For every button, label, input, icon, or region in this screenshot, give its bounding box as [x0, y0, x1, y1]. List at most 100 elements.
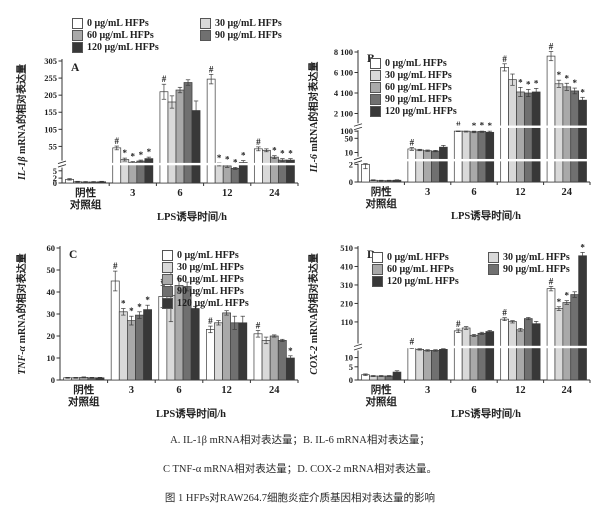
- svg-text:2: 2: [349, 159, 353, 169]
- svg-text:*: *: [480, 120, 485, 130]
- svg-text:*: *: [288, 149, 293, 159]
- svg-text:#: #: [256, 137, 261, 147]
- svg-text:8 100: 8 100: [334, 47, 353, 57]
- svg-text:310: 310: [340, 280, 353, 290]
- svg-text:*: *: [572, 78, 577, 88]
- svg-text:LPS诱导时间/h: LPS诱导时间/h: [156, 407, 226, 420]
- svg-text:0: 0: [349, 375, 353, 385]
- legend-item: 0 μg/mL HFPs: [162, 250, 249, 261]
- legend-swatch: [162, 298, 173, 309]
- svg-text:#: #: [549, 42, 554, 51]
- legend-item: 90 μg/mL HFPs: [488, 264, 570, 275]
- legend-item: 0 μg/mL HFPs: [372, 252, 478, 263]
- svg-text:#: #: [162, 74, 167, 84]
- svg-text:55: 55: [49, 141, 58, 151]
- legend-label: 30 μg/mL HFPs: [177, 262, 244, 273]
- svg-text:LPS诱导时间/h: LPS诱导时间/h: [451, 407, 521, 420]
- legend-swatch: [370, 58, 381, 69]
- legend-item: 60 μg/mL HFPs: [372, 264, 478, 275]
- svg-text:155: 155: [44, 107, 57, 117]
- svg-text:6 100: 6 100: [334, 67, 353, 77]
- chart-panel-a: 0 μg/mL HFPs 30 μg/mL HFPs 60 μg/mL HFPs 90…: [14, 8, 306, 223]
- svg-text:4 100: 4 100: [334, 88, 353, 98]
- legend-label: 90 μg/mL HFPs: [385, 94, 452, 105]
- svg-text:对照组: 对照组: [365, 395, 397, 408]
- svg-text:对照组: 对照组: [365, 197, 397, 210]
- svg-text:LPS诱导时间/h: LPS诱导时间/h: [157, 210, 227, 223]
- svg-text:20: 20: [47, 331, 56, 341]
- legend-label: 30 μg/mL HFPs: [503, 252, 570, 263]
- svg-text:#: #: [209, 64, 214, 74]
- svg-text:0: 0: [53, 178, 57, 188]
- legend-label: 120 μg/mL HFPs: [177, 298, 249, 309]
- svg-text:*: *: [565, 73, 570, 83]
- svg-text:60: 60: [47, 243, 56, 253]
- svg-text:COX-2 mRNA的相对表达量: COX-2 mRNA的相对表达量: [307, 253, 320, 374]
- legend-label: 30 μg/mL HFPs: [215, 18, 282, 29]
- bar-chart-cox2: 0510110210310410510####***D阴性对照组361224LP…: [307, 242, 591, 420]
- svg-text:IL-1β mRNA的相对表达量: IL-1β mRNA的相对表达量: [15, 64, 28, 181]
- legend-swatch: [162, 250, 173, 261]
- svg-text:10: 10: [345, 147, 354, 157]
- legend-item: 120 μg/mL HFPs: [72, 42, 190, 53]
- svg-text:*: *: [217, 153, 222, 163]
- legend-swatch: [162, 262, 173, 273]
- legend-item: 30 μg/mL HFPs: [370, 70, 457, 81]
- legend-swatch: [488, 264, 499, 275]
- svg-text:*: *: [131, 152, 136, 162]
- legend-c: 0 μg/mL HFPs 30 μg/mL HFPs 60 μg/mL HFPs 90…: [162, 250, 249, 309]
- svg-text:10: 10: [47, 353, 56, 363]
- legend-item: 30 μg/mL HFPs: [488, 252, 570, 263]
- svg-text:12: 12: [222, 188, 233, 199]
- svg-text:5: 5: [349, 362, 353, 372]
- legend-label: 0 μg/mL HFPs: [387, 252, 449, 263]
- svg-text:6: 6: [177, 188, 182, 199]
- svg-text:TNF-α mRNA的相对表达量: TNF-α mRNA的相对表达量: [15, 253, 28, 374]
- legend-label: 60 μg/mL HFPs: [385, 82, 452, 93]
- svg-text:12: 12: [221, 385, 232, 396]
- svg-text:40: 40: [47, 287, 56, 297]
- svg-text:#: #: [410, 337, 415, 347]
- svg-text:C: C: [69, 249, 77, 261]
- legend-swatch: [488, 252, 499, 263]
- legend-b: 0 μg/mL HFPs 30 μg/mL HFPs 60 μg/mL HFPs 90…: [370, 58, 457, 117]
- svg-text:6: 6: [471, 385, 476, 396]
- svg-text:#: #: [549, 276, 554, 286]
- legend-swatch: [370, 82, 381, 93]
- svg-text:510: 510: [340, 243, 353, 253]
- caption-line-2: C TNF-α mRNA相对表达量；D. COX-2 mRNA相对表达量。: [163, 464, 437, 475]
- svg-text:*: *: [139, 150, 144, 160]
- legend-swatch: [200, 30, 211, 41]
- legend-item: 120 μg/mL HFPs: [162, 298, 249, 309]
- svg-text:24: 24: [269, 188, 280, 199]
- svg-text:阴性: 阴性: [371, 185, 392, 198]
- svg-text:410: 410: [340, 261, 353, 271]
- legend-label: 0 μg/mL HFPs: [385, 58, 447, 69]
- legend-item: 120 μg/mL HFPs: [370, 106, 457, 117]
- svg-text:24: 24: [562, 187, 573, 198]
- svg-text:*: *: [557, 70, 562, 80]
- svg-text:*: *: [580, 87, 585, 97]
- legend-label: 120 μg/mL HFPs: [87, 42, 159, 53]
- svg-text:阴性: 阴性: [371, 383, 392, 396]
- legend-swatch: [72, 42, 83, 53]
- svg-text:12: 12: [515, 385, 526, 396]
- legend-swatch: [370, 94, 381, 105]
- legend-swatch: [370, 70, 381, 81]
- svg-text:10: 10: [345, 353, 354, 363]
- svg-text:*: *: [288, 346, 293, 356]
- svg-text:*: *: [557, 297, 562, 307]
- svg-text:*: *: [123, 148, 128, 158]
- svg-text:A: A: [71, 62, 80, 74]
- svg-text:0: 0: [51, 375, 55, 385]
- caption-line-1: A. IL-1β mRNA相对表达量；B. IL-6 mRNA相对表达量；: [170, 435, 430, 446]
- svg-text:*: *: [129, 306, 134, 316]
- svg-text:对照组: 对照组: [70, 198, 102, 211]
- svg-text:0: 0: [349, 177, 353, 187]
- svg-text:#: #: [208, 316, 213, 326]
- svg-text:50: 50: [47, 265, 56, 275]
- legend-label: 90 μg/mL HFPs: [503, 264, 570, 275]
